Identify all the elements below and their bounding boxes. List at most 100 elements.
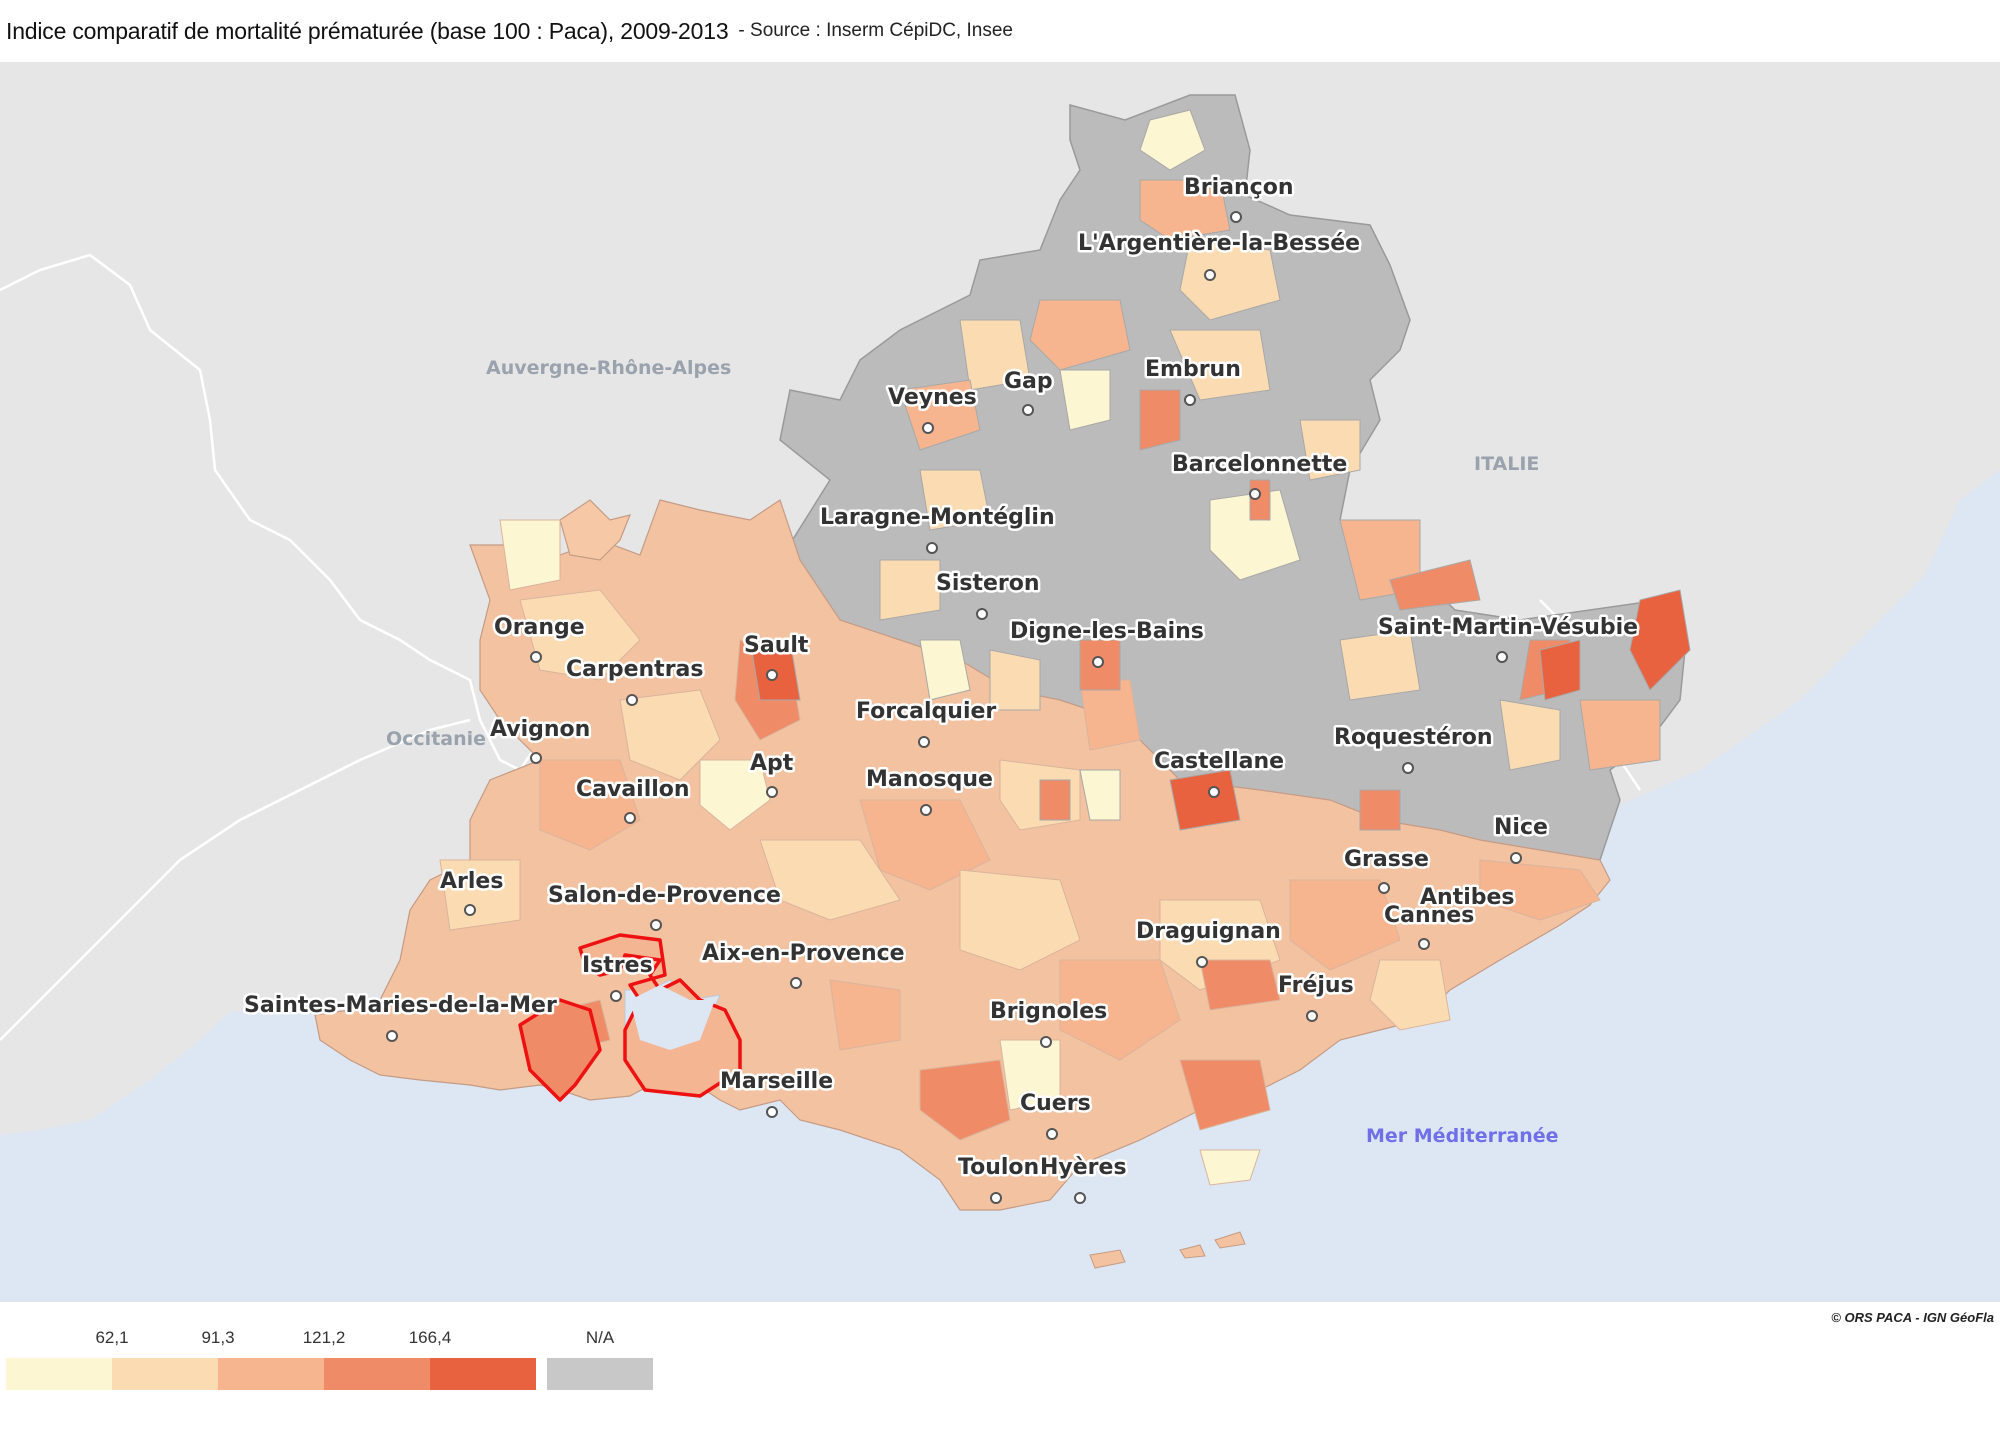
city-label: Barcelonnette xyxy=(1172,452,1347,477)
city-dot xyxy=(926,542,938,554)
city-label: Arles xyxy=(440,869,503,894)
city-dot xyxy=(1184,394,1196,406)
city-label: Nice xyxy=(1494,815,1548,840)
legend-threshold: 62,1 xyxy=(95,1328,129,1347)
city-markers: Briançon L'Argentière-la-Bessée Embrun G… xyxy=(242,173,1641,1204)
legend-threshold: 121,2 xyxy=(302,1328,346,1347)
city-dot xyxy=(1496,651,1508,663)
city-dot xyxy=(386,1030,398,1042)
city-dot xyxy=(626,694,638,706)
city-label: Castellane xyxy=(1154,749,1284,774)
commune-patches xyxy=(439,519,1601,1186)
city-label: Laragne-Montéglin xyxy=(820,505,1055,530)
city-dot xyxy=(766,1106,778,1118)
city-label: Cannes xyxy=(1384,903,1474,928)
island xyxy=(1179,1244,1206,1259)
legend-swatch-3 xyxy=(218,1358,324,1390)
city-label: Veynes xyxy=(888,385,977,410)
city-dot xyxy=(1208,786,1220,798)
city-dot xyxy=(1306,1010,1318,1022)
city-dot xyxy=(990,1192,1002,1204)
map-viewport[interactable]: Auvergne-Rhône-Alpes ITALIE Occitanie Me… xyxy=(0,62,2000,1302)
city-dot xyxy=(766,786,778,798)
city-dot xyxy=(1022,404,1034,416)
city-label: Sault xyxy=(744,633,809,658)
city-dot xyxy=(1510,852,1522,864)
highlight-water xyxy=(630,985,715,1050)
city-label: Marseille xyxy=(720,1069,833,1094)
city-label: Gap xyxy=(1004,369,1053,394)
city-label: Embrun xyxy=(1145,357,1241,382)
alpine-patches xyxy=(749,109,1691,831)
city-label: L'Argentière-la-Bessée xyxy=(1078,231,1360,256)
city-label: Antibes xyxy=(1420,885,1515,910)
enclave-area xyxy=(559,499,631,561)
highlight-territory-west[interactable] xyxy=(518,998,602,1102)
legend-na-label: N/A xyxy=(585,1328,615,1347)
header: Indice comparatif de mortalité prématuré… xyxy=(0,0,2000,62)
city-label: Grasse xyxy=(1344,847,1429,872)
city-dot xyxy=(1438,912,1450,924)
city-dot xyxy=(920,804,932,816)
city-dot xyxy=(610,990,622,1002)
legend-swatch-2 xyxy=(112,1358,218,1390)
map-credit: © ORS PACA - IGN GéoFla xyxy=(1831,1310,1994,1325)
legend: 62,1 91,3 121,2 166,4 N/A xyxy=(6,1322,706,1402)
city-dot xyxy=(1230,211,1242,223)
city-label: Roquestéron xyxy=(1334,725,1493,750)
city-label: Cuers xyxy=(1020,1091,1091,1116)
legend-swatch-1 xyxy=(6,1358,112,1390)
city-dot xyxy=(1196,956,1208,968)
city-dot xyxy=(624,812,636,824)
city-label: Salon-de-Provence xyxy=(548,883,781,908)
city-dot xyxy=(1040,1036,1052,1048)
city-dot xyxy=(918,736,930,748)
city-dot xyxy=(650,919,662,931)
city-label: Manosque xyxy=(866,767,993,792)
map-source: - Source : Inserm CépiDC, Insee xyxy=(738,20,1013,41)
city-dot xyxy=(1402,762,1414,774)
map-svg[interactable]: Auvergne-Rhône-Alpes ITALIE Occitanie Me… xyxy=(0,62,2000,1302)
city-dot xyxy=(464,904,476,916)
city-label: Draguignan xyxy=(1136,919,1281,944)
island xyxy=(1214,1231,1246,1249)
city-dot xyxy=(530,651,542,663)
city-label: Orange xyxy=(494,615,585,640)
legend-swatch-5 xyxy=(430,1358,536,1390)
city-label: Cavaillon xyxy=(576,777,690,802)
city-dot xyxy=(1092,656,1104,668)
city-dot xyxy=(1249,488,1261,500)
sea-label: Mer Méditerranée xyxy=(1366,1125,1559,1147)
legend-swatch-4 xyxy=(324,1358,430,1390)
map-title: Indice comparatif de mortalité prématuré… xyxy=(6,17,729,44)
legend-swatch-na xyxy=(547,1358,653,1390)
city-label: Carpentras xyxy=(566,657,703,682)
city-label: Istres xyxy=(582,953,653,978)
city-label: Brignoles xyxy=(990,999,1107,1024)
city-dot xyxy=(530,752,542,764)
city-dot xyxy=(790,977,802,989)
city-label: Aix-en-Provence xyxy=(702,941,905,966)
region-label-auvergne: Auvergne-Rhône-Alpes xyxy=(486,357,731,379)
city-dot xyxy=(1046,1128,1058,1140)
region-border xyxy=(0,718,471,1041)
city-dot xyxy=(766,669,778,681)
city-label: Toulon xyxy=(958,1155,1039,1180)
region-label-italie: ITALIE xyxy=(1474,453,1539,475)
city-label: Fréjus xyxy=(1278,973,1354,998)
city-dot xyxy=(1204,269,1216,281)
legend-threshold: 166,4 xyxy=(408,1328,452,1347)
region-border xyxy=(0,253,601,772)
city-dot xyxy=(976,608,988,620)
city-label: Apt xyxy=(750,751,794,776)
city-label: Digne-les-Bains xyxy=(1010,619,1204,644)
city-dot xyxy=(1074,1192,1086,1204)
legend-threshold: 91,3 xyxy=(201,1328,235,1347)
city-label: Briançon xyxy=(1184,175,1293,200)
island xyxy=(1089,1249,1126,1269)
city-label: Sisteron xyxy=(936,571,1040,596)
city-label: Saint-Martin-Vésubie xyxy=(1378,615,1638,640)
city-dot xyxy=(922,422,934,434)
region-label-occitanie: Occitanie xyxy=(386,728,486,750)
city-dot xyxy=(1418,938,1430,950)
